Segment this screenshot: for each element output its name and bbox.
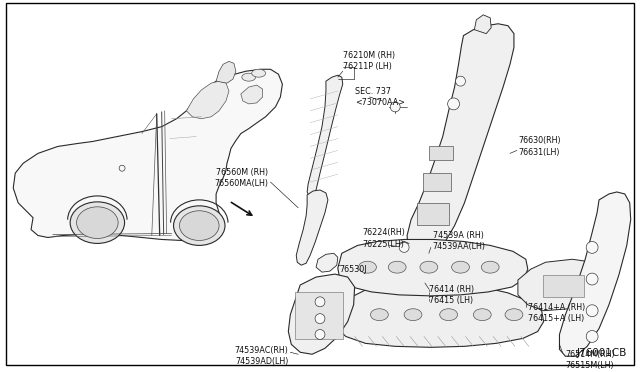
Circle shape	[456, 76, 465, 86]
Text: 76414+A (RH)
76415+A (LH): 76414+A (RH) 76415+A (LH)	[528, 303, 585, 323]
Polygon shape	[13, 69, 282, 240]
Circle shape	[586, 241, 598, 253]
Polygon shape	[518, 259, 603, 311]
Ellipse shape	[452, 261, 469, 273]
Circle shape	[586, 273, 598, 285]
Text: 76514M(RH)
76515M(LH): 76514M(RH) 76515M(LH)	[565, 350, 615, 370]
Polygon shape	[216, 61, 236, 83]
Text: 76414 (RH)
76415 (LH): 76414 (RH) 76415 (LH)	[429, 285, 474, 305]
Polygon shape	[289, 274, 355, 354]
Bar	[417, 203, 449, 225]
Circle shape	[447, 98, 460, 110]
Ellipse shape	[77, 207, 118, 238]
Circle shape	[315, 330, 325, 339]
Circle shape	[586, 330, 598, 342]
Polygon shape	[474, 15, 491, 33]
Ellipse shape	[440, 309, 458, 321]
Ellipse shape	[371, 309, 388, 321]
Circle shape	[390, 102, 400, 112]
Polygon shape	[336, 283, 543, 347]
Ellipse shape	[179, 211, 219, 240]
Ellipse shape	[173, 206, 225, 246]
Bar	[423, 173, 451, 191]
Ellipse shape	[388, 261, 406, 273]
Polygon shape	[296, 190, 328, 265]
Circle shape	[399, 243, 409, 252]
Polygon shape	[338, 240, 528, 296]
Text: 76224(RH)
76225(LH): 76224(RH) 76225(LH)	[362, 228, 405, 248]
Ellipse shape	[242, 73, 255, 81]
Ellipse shape	[481, 261, 499, 273]
Polygon shape	[307, 75, 343, 196]
Polygon shape	[241, 85, 262, 104]
Ellipse shape	[505, 309, 523, 321]
Circle shape	[315, 297, 325, 307]
Circle shape	[586, 305, 598, 317]
Text: J76001CB: J76001CB	[577, 348, 627, 358]
Text: SEC. 737
<73070AA>: SEC. 737 <73070AA>	[355, 87, 404, 107]
Text: 74539AC(RH)
74539AD(LH): 74539AC(RH) 74539AD(LH)	[234, 346, 289, 366]
Text: 74539A (RH)
74539AA(LH): 74539A (RH) 74539AA(LH)	[433, 231, 486, 251]
Polygon shape	[559, 192, 630, 356]
Bar	[543, 275, 584, 297]
Polygon shape	[407, 24, 514, 257]
Bar	[295, 292, 343, 339]
Bar	[429, 147, 452, 160]
Ellipse shape	[70, 202, 125, 243]
Text: 76560M (RH)
76560MA(LH): 76560M (RH) 76560MA(LH)	[214, 168, 269, 188]
Text: 76630(RH)
76631(LH): 76630(RH) 76631(LH)	[518, 137, 561, 157]
Ellipse shape	[404, 309, 422, 321]
Text: 76210M (RH)
76211P (LH): 76210M (RH) 76211P (LH)	[343, 51, 395, 71]
Polygon shape	[186, 81, 229, 119]
Ellipse shape	[420, 261, 438, 273]
Ellipse shape	[358, 261, 376, 273]
Ellipse shape	[252, 69, 266, 77]
Polygon shape	[316, 253, 338, 272]
Circle shape	[119, 165, 125, 171]
Ellipse shape	[474, 309, 491, 321]
Circle shape	[315, 314, 325, 324]
Text: 76530J: 76530J	[340, 264, 367, 274]
